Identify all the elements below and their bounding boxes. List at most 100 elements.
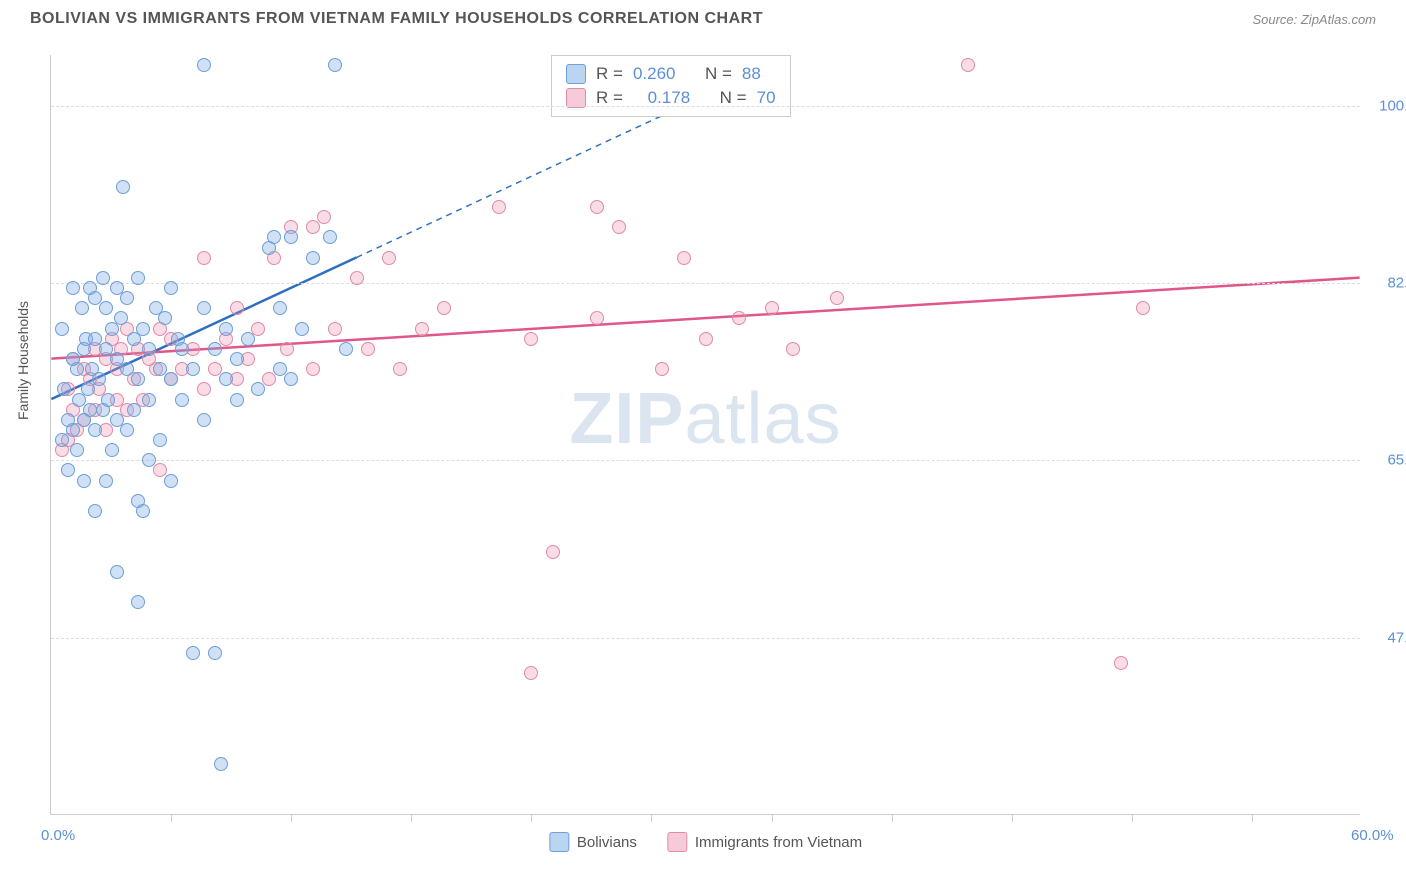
x-tick	[892, 814, 893, 822]
x-tick	[651, 814, 652, 822]
gridline-h	[51, 106, 1360, 107]
trend-lines	[51, 55, 1360, 814]
scatter-point	[164, 372, 178, 386]
y-tick-label: 65.0%	[1370, 452, 1406, 469]
scatter-point	[127, 403, 141, 417]
scatter-point	[101, 393, 115, 407]
scatter-point	[219, 372, 233, 386]
x-tick	[1252, 814, 1253, 822]
scatter-point	[273, 301, 287, 315]
scatter-point	[55, 433, 69, 447]
scatter-point	[57, 382, 71, 396]
chart-plot-area: ZIPatlas R = 0.260 N = 88 R = 0.178 N = …	[50, 55, 1360, 815]
legend-item-pink: Immigrants from Vietnam	[667, 832, 862, 852]
scatter-point	[153, 433, 167, 447]
scatter-point	[120, 423, 134, 437]
scatter-point	[114, 311, 128, 325]
scatter-point	[197, 251, 211, 265]
scatter-point	[116, 180, 130, 194]
scatter-point	[612, 220, 626, 234]
y-tick-label: 100.0%	[1370, 97, 1406, 114]
scatter-point	[306, 362, 320, 376]
scatter-point	[219, 322, 233, 336]
scatter-point	[328, 322, 342, 336]
series-legend: Bolivians Immigrants from Vietnam	[549, 832, 862, 852]
stats-legend: R = 0.260 N = 88 R = 0.178 N = 70	[551, 55, 791, 117]
x-tick	[291, 814, 292, 822]
watermark: ZIPatlas	[569, 378, 841, 460]
scatter-point	[208, 342, 222, 356]
scatter-point	[415, 322, 429, 336]
scatter-point	[699, 332, 713, 346]
scatter-point	[88, 423, 102, 437]
swatch-blue-icon	[549, 832, 569, 852]
legend-label-pink: Immigrants from Vietnam	[695, 834, 862, 851]
scatter-point	[323, 230, 337, 244]
scatter-point	[142, 342, 156, 356]
scatter-point	[1136, 301, 1150, 315]
scatter-point	[110, 565, 124, 579]
scatter-point	[214, 757, 228, 771]
y-tick-label: 82.5%	[1370, 275, 1406, 292]
scatter-point	[546, 545, 560, 559]
scatter-point	[197, 413, 211, 427]
scatter-point	[786, 342, 800, 356]
x-tick	[171, 814, 172, 822]
scatter-point	[142, 453, 156, 467]
scatter-point	[382, 251, 396, 265]
source-label: Source: ZipAtlas.com	[1252, 12, 1376, 27]
x-tick	[531, 814, 532, 822]
gridline-h	[51, 638, 1360, 639]
scatter-point	[317, 210, 331, 224]
scatter-point	[961, 58, 975, 72]
scatter-point	[590, 200, 604, 214]
scatter-point	[830, 291, 844, 305]
scatter-point	[164, 281, 178, 295]
scatter-point	[524, 666, 538, 680]
blue-n-value: 88	[742, 64, 761, 84]
stats-row-blue: R = 0.260 N = 88	[566, 62, 776, 86]
scatter-point	[175, 342, 189, 356]
scatter-point	[186, 362, 200, 376]
scatter-point	[99, 474, 113, 488]
scatter-point	[492, 200, 506, 214]
swatch-pink-icon	[667, 832, 687, 852]
scatter-point	[350, 271, 364, 285]
scatter-point	[92, 372, 106, 386]
scatter-point	[284, 230, 298, 244]
y-axis-label: Family Households	[15, 301, 31, 420]
scatter-point	[136, 322, 150, 336]
scatter-point	[136, 504, 150, 518]
scatter-point	[186, 646, 200, 660]
scatter-point	[83, 403, 97, 417]
scatter-point	[306, 220, 320, 234]
scatter-point	[267, 230, 281, 244]
scatter-point	[655, 362, 669, 376]
scatter-point	[280, 342, 294, 356]
scatter-point	[230, 352, 244, 366]
scatter-point	[66, 281, 80, 295]
scatter-point	[70, 362, 84, 376]
gridline-h	[51, 460, 1360, 461]
chart-title: BOLIVIAN VS IMMIGRANTS FROM VIETNAM FAMI…	[30, 10, 763, 28]
scatter-point	[70, 443, 84, 457]
x-tick	[772, 814, 773, 822]
scatter-point	[230, 393, 244, 407]
x-tick	[411, 814, 412, 822]
scatter-point	[75, 301, 89, 315]
scatter-point	[131, 595, 145, 609]
blue-r-value: 0.260	[633, 64, 676, 84]
scatter-point	[142, 393, 156, 407]
scatter-point	[1114, 656, 1128, 670]
scatter-point	[328, 58, 342, 72]
scatter-point	[590, 311, 604, 325]
scatter-point	[81, 382, 95, 396]
x-tick	[1012, 814, 1013, 822]
scatter-point	[251, 382, 265, 396]
scatter-point	[241, 332, 255, 346]
legend-item-blue: Bolivians	[549, 832, 637, 852]
legend-label-blue: Bolivians	[577, 834, 637, 851]
scatter-point	[197, 301, 211, 315]
scatter-point	[175, 393, 189, 407]
scatter-point	[131, 271, 145, 285]
